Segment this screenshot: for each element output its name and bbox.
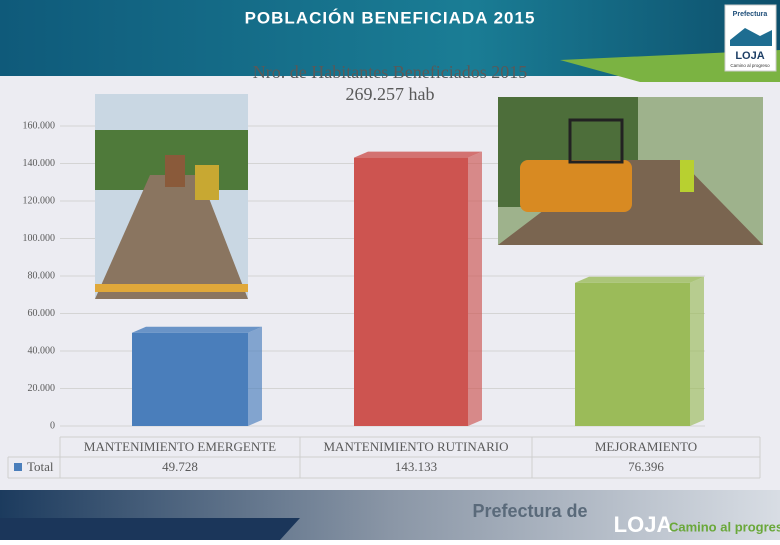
bar-top — [354, 151, 482, 158]
data-table — [7, 436, 761, 479]
logo-motto: Camino al progreso — [730, 63, 770, 68]
value-label: 143.133 — [395, 459, 437, 474]
slide-title: POBLACIÓN BENEFICIADA 2015 — [245, 8, 536, 27]
y-tick-label: 20.000 — [28, 383, 56, 394]
logo-top: Prefectura — [733, 11, 768, 18]
bar-top — [132, 326, 262, 333]
legend-swatch — [14, 463, 22, 471]
bar — [132, 332, 248, 426]
footer-motto: Camino al progreso — [669, 519, 780, 534]
logo-mountains — [730, 28, 772, 46]
y-tick-label: 100.000 — [23, 233, 56, 244]
chart-title: Nro. de Habitantes Beneficiados 2015 — [253, 62, 527, 82]
y-tick-label: 60.000 — [28, 308, 56, 319]
value-label: 49.728 — [162, 459, 198, 474]
y-tick-label: 0 — [50, 420, 55, 431]
plot: 0 20.000 40.000 60.000 80.000 100.000 120.000 1… — [23, 120, 705, 431]
footer-accent — [0, 518, 300, 540]
category-label: MEJORAMIENTO — [595, 439, 697, 454]
value-label: 76.396 — [628, 459, 664, 474]
legend-label: Total — [27, 459, 54, 474]
chart-subtitle: 269.257 hab — [346, 84, 435, 104]
bar-side — [248, 326, 262, 426]
y-tick-label: 160.000 — [23, 120, 56, 131]
y-tick-label: 40.000 — [28, 345, 56, 356]
bar — [354, 157, 468, 427]
bar-side — [468, 151, 482, 427]
logo-name: LOJA — [735, 50, 764, 62]
bar-side — [690, 276, 704, 426]
footer-prefix: Prefectura de — [472, 501, 587, 521]
y-tick-label: 80.000 — [28, 270, 56, 281]
photo — [498, 97, 763, 245]
footer-name: LOJA — [614, 512, 673, 537]
category-label: MANTENIMIENTO EMERGENTE — [84, 439, 276, 454]
y-tick-label: 120.000 — [23, 195, 56, 206]
bar — [575, 282, 690, 426]
table-text: MANTENIMIENTO EMERGENTE 49.728 MANTENIMIEN… — [14, 439, 697, 474]
y-tick-label: 140.000 — [23, 158, 56, 169]
bar-top — [575, 276, 704, 283]
category-label: MANTENIMIENTO RUTINARIO — [324, 439, 509, 454]
photo — [95, 94, 248, 299]
